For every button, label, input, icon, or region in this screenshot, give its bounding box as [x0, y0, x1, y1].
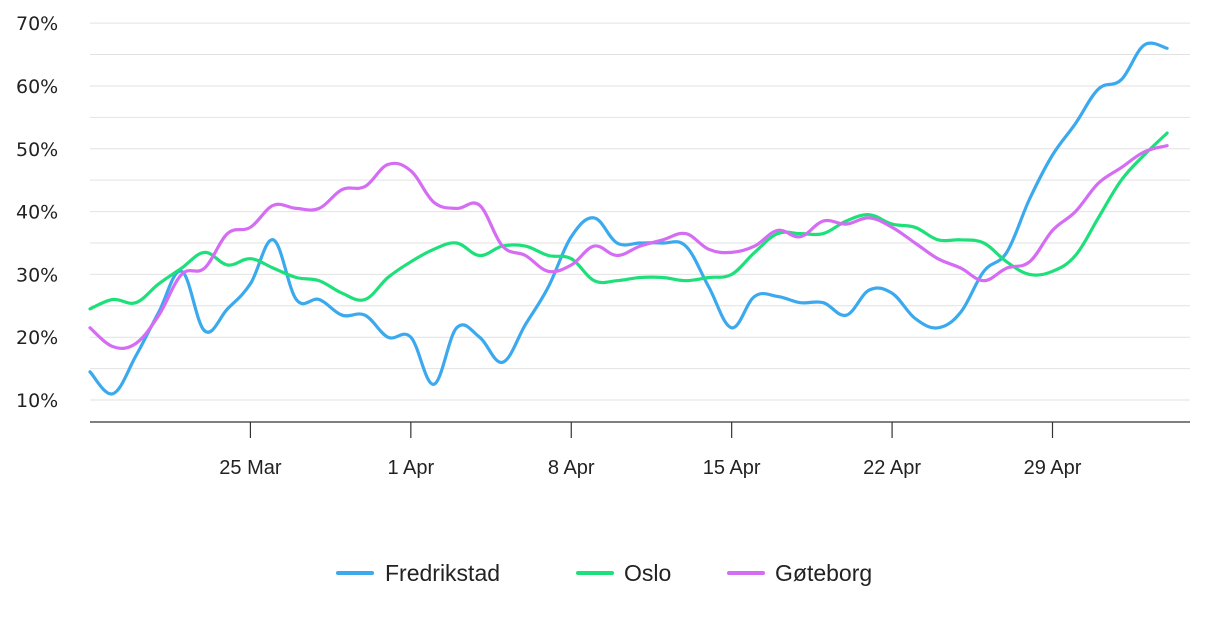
- y-tick-label: 40%: [16, 202, 58, 224]
- series-line-oslo: [88, 131, 1169, 311]
- legend: Fredrikstad Oslo Gøteborg: [336, 560, 872, 586]
- y-tick-label: 20%: [16, 327, 58, 349]
- y-axis-labels: 10% 20% 30% 40% 50% 60% 70%: [16, 13, 58, 412]
- legend-label: Fredrikstad: [385, 560, 500, 586]
- y-tick-label: 50%: [16, 139, 58, 161]
- x-tick-label: 22 Apr: [863, 457, 921, 479]
- legend-label: Oslo: [624, 560, 671, 586]
- series-lines: [88, 41, 1169, 396]
- x-tick-label: 15 Apr: [703, 457, 761, 479]
- x-tick-label: 25 Mar: [219, 457, 282, 479]
- series-line-gøteborg: [88, 144, 1169, 350]
- y-tick-label: 70%: [16, 13, 58, 35]
- x-tick-label: 1 Apr: [387, 457, 434, 479]
- x-axis: [90, 421, 1190, 438]
- x-tick-label: 29 Apr: [1024, 457, 1082, 479]
- x-tick-label: 8 Apr: [548, 457, 595, 479]
- y-tick-label: 10%: [16, 390, 58, 412]
- y-tick-label: 30%: [16, 264, 58, 286]
- x-axis-labels: 25 Mar 1 Apr 8 Apr 15 Apr 22 Apr 29 Apr: [219, 457, 1081, 479]
- y-tick-label: 60%: [16, 76, 58, 98]
- legend-label: Gøteborg: [775, 560, 872, 586]
- series-line-fredrikstad: [88, 41, 1169, 396]
